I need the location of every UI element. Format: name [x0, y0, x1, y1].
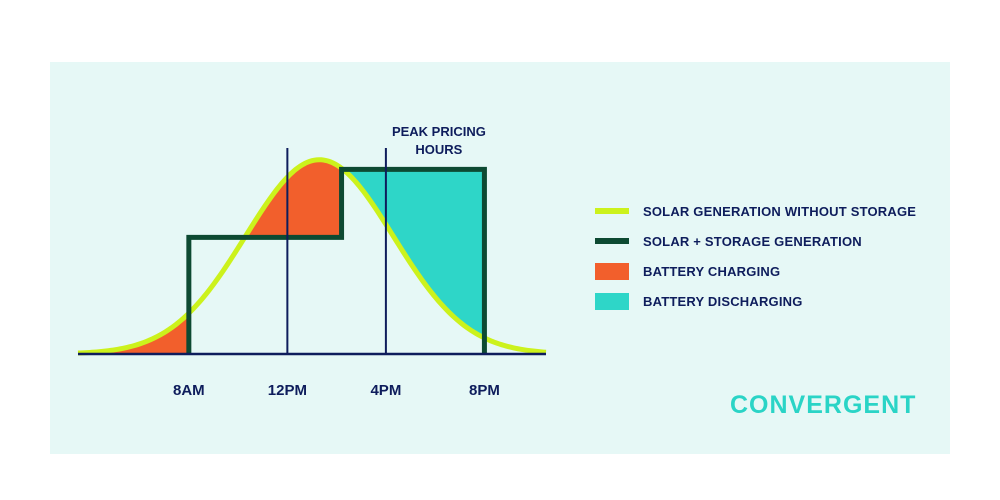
legend-swatch-discharging [595, 292, 629, 310]
battery-discharging-area [341, 169, 485, 338]
legend: SOLAR GENERATION WITHOUT STORAGE SOLAR +… [595, 196, 916, 316]
x-tick-label-8pm: 8PM [469, 382, 500, 399]
legend-label-solar-storage: SOLAR + STORAGE GENERATION [643, 233, 862, 249]
x-tick-label-4pm: 4PM [370, 382, 401, 399]
legend-label-charging: BATTERY CHARGING [643, 263, 781, 279]
legend-swatch-solar-storage [595, 238, 629, 244]
peak-pricing-label-line1: PEAK PRICING [392, 124, 486, 139]
legend-swatch-solar-only [595, 208, 629, 214]
legend-item-discharging: BATTERY DISCHARGING [595, 286, 916, 316]
legend-item-solar-only: SOLAR GENERATION WITHOUT STORAGE [595, 196, 916, 226]
chart-panel [50, 62, 950, 454]
legend-swatch-charging [595, 262, 629, 280]
convergent-logo: CONVERGENT [730, 391, 917, 419]
x-tick-label-12pm: 12PM [268, 382, 307, 399]
x-tick-label-8am: 8AM [173, 382, 205, 399]
solar-storage-step-line [186, 166, 487, 354]
legend-label-solar-only: SOLAR GENERATION WITHOUT STORAGE [643, 203, 917, 219]
legend-item-charging: BATTERY CHARGING [595, 256, 916, 286]
legend-item-solar-storage: SOLAR + STORAGE GENERATION [595, 226, 916, 256]
peak-pricing-label-line2: HOURS [415, 142, 462, 157]
legend-label-discharging: BATTERY DISCHARGING [643, 293, 803, 309]
solar-generation-line [77, 157, 547, 356]
battery-charging-area [78, 159, 342, 354]
